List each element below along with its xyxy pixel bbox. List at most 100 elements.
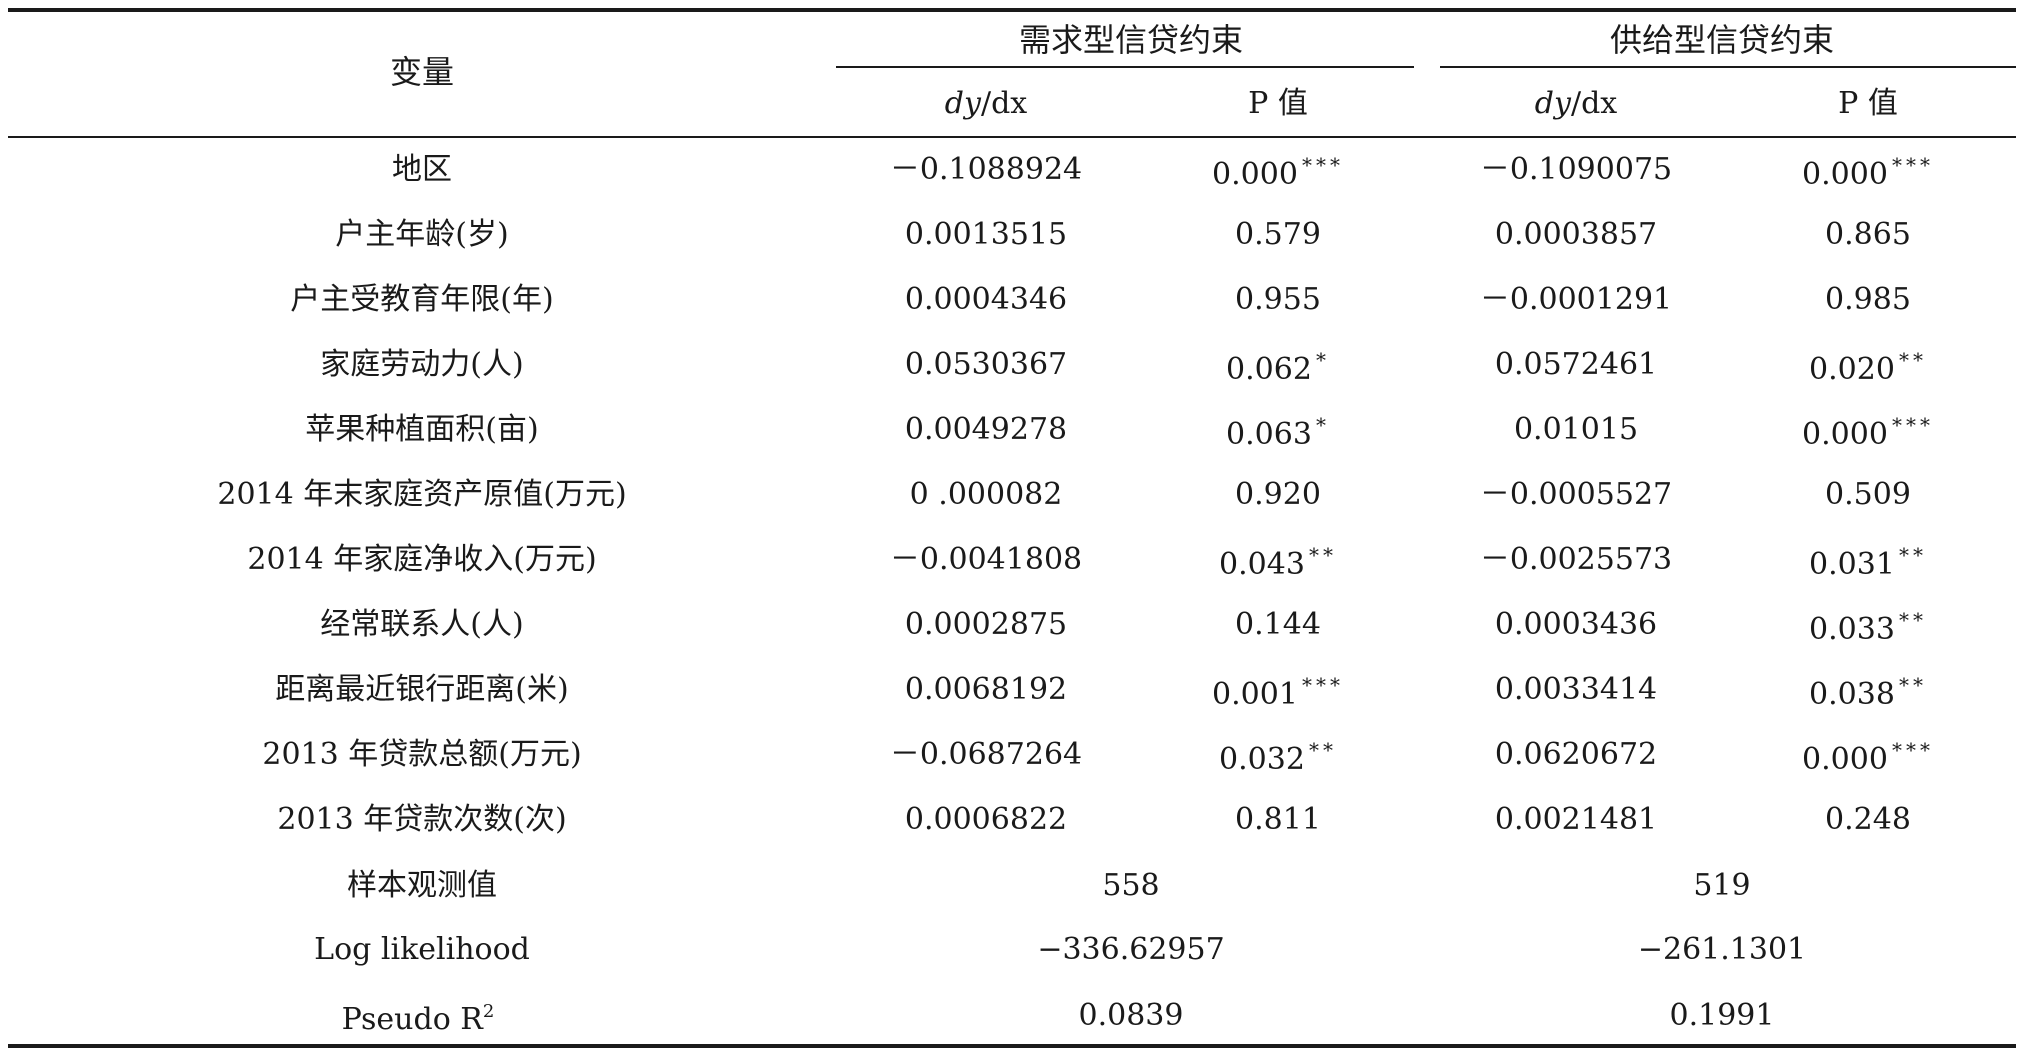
demand-p-value-text: 0.144 <box>1235 607 1321 642</box>
summary-supply-value: 0.1991 <box>1669 998 1775 1033</box>
summary-demand-value: 558 <box>1102 868 1160 903</box>
demand-dydx-value-text: 0.0006822 <box>904 802 1068 837</box>
supply-dydx-value-text: －0.1090075 <box>1479 152 1673 187</box>
row-label: 2013 年贷款次数(次) <box>277 802 566 838</box>
supply-p-value-text: 0.031 <box>1809 547 1895 582</box>
supply-dydx-value: 0.0003436 <box>1495 607 1657 643</box>
supply-dydx-value-text: 0.01015 <box>1513 412 1639 447</box>
table-bottom-rule <box>8 1044 2016 1048</box>
supply-dydx-value-text: 0.0033414 <box>1494 672 1658 707</box>
row-label: 2014 年末家庭资产原值(万元) <box>217 477 626 513</box>
supply-p-value-text: 0.985 <box>1825 282 1911 317</box>
demand-p-value: 0.920 <box>1235 477 1321 513</box>
demand-dydx-value: 0.0013515 <box>905 217 1067 253</box>
supply-dydx-value-text: 0.0021481 <box>1494 802 1658 837</box>
supply-p-value-text: 0.020 <box>1809 352 1895 387</box>
demand-dydx-value: －0.0687264 <box>890 737 1082 773</box>
demand-p-value-text: 0.001 <box>1212 677 1298 712</box>
row-label: 地区 <box>392 152 452 188</box>
demand-p-value: 0.955 <box>1235 282 1321 318</box>
header-supply-dydx: dy/dx <box>1535 86 1617 122</box>
row-label-text: 地区 <box>392 152 452 187</box>
supply-group-rule <box>1440 66 2016 68</box>
supply-p-value: 0.985 <box>1825 282 1911 318</box>
demand-p-value: 0.811 <box>1235 802 1321 838</box>
demand-p-value-text: 0.032 <box>1219 742 1305 777</box>
significance-stars: ** <box>1898 673 1927 697</box>
supply-p-value: 0.031 ** <box>1809 537 1927 583</box>
header-supply-constraint: 供给型信贷约束 <box>1609 21 1835 59</box>
supply-p-value: 0.033 ** <box>1809 602 1927 648</box>
demand-p-value: 0.043 ** <box>1219 537 1337 583</box>
dydx-denominator: /dx <box>1570 86 1618 121</box>
supply-p-value-text: 0.038 <box>1809 677 1895 712</box>
header-variable: 变量 <box>389 53 455 91</box>
supply-p-value-text: 0.000 <box>1802 742 1888 777</box>
supply-dydx-value-text: 0.0620672 <box>1494 737 1658 772</box>
supply-p-value-text: 0.000 <box>1802 417 1888 452</box>
supply-dydx-value: 0.0021481 <box>1495 802 1657 838</box>
row-label: 距离最近银行距离(米) <box>275 672 568 708</box>
demand-p-value-text: 0.955 <box>1235 282 1321 317</box>
significance-stars: * <box>1315 413 1330 437</box>
demand-p-value-text: 0.000 <box>1212 157 1298 192</box>
demand-p-value-text: 0.043 <box>1219 547 1305 582</box>
supply-dydx-value-text: 0.0003436 <box>1494 607 1658 642</box>
row-label-text: 2013 年贷款次数(次) <box>277 802 567 837</box>
row-label-text: 户主受教育年限(年) <box>290 282 554 317</box>
row-label: 经常联系人(人) <box>320 607 523 643</box>
demand-p-value: 0.001 *** <box>1212 667 1344 713</box>
supply-dydx-value: 0.0620672 <box>1495 737 1657 773</box>
header-demand-p-value: P 值 <box>1248 86 1308 121</box>
dydx-denominator: /dx <box>980 86 1028 121</box>
demand-dydx-value-text: 0.0068192 <box>904 672 1068 707</box>
header-demand-constraint: 需求型信贷约束 <box>1018 21 1244 59</box>
demand-dydx-value-text: －0.0687264 <box>889 737 1083 772</box>
pseudo-label-text: Pseudo R <box>341 1002 483 1037</box>
supply-p-value: 0.000 *** <box>1802 407 1934 453</box>
demand-dydx-value: 0.0006822 <box>905 802 1067 838</box>
supply-dydx-value: －0.0001291 <box>1480 282 1672 318</box>
demand-dydx-value-text: 0.0013515 <box>904 217 1068 252</box>
demand-p-value: 0.144 <box>1235 607 1321 643</box>
demand-dydx-value: －0.0041808 <box>890 542 1082 578</box>
dydx-numerator: dy <box>944 86 981 121</box>
summary-demand-value: −336.62957 <box>1037 932 1225 967</box>
supply-dydx-value-text: 0.0572461 <box>1494 347 1658 382</box>
supply-p-value: 0.038 ** <box>1809 667 1927 713</box>
demand-dydx-value-text: 0 .000082 <box>909 477 1063 512</box>
row-label: 户主年龄(岁) <box>335 217 508 253</box>
supply-dydx-value: 0.0572461 <box>1495 347 1657 383</box>
significance-stars: ** <box>1898 543 1927 567</box>
supply-dydx-value-text: －0.0025573 <box>1479 542 1673 577</box>
row-label-text: 2014 年末家庭资产原值(万元) <box>217 477 627 512</box>
significance-stars: *** <box>1891 413 1934 437</box>
demand-p-value: 0.063 * <box>1226 407 1330 453</box>
significance-stars: ** <box>1898 348 1927 372</box>
row-label-text: 家庭劳动力(人) <box>320 347 524 382</box>
dydx-numerator: dy <box>1534 86 1571 121</box>
supply-p-value-text: 0.865 <box>1825 217 1911 252</box>
significance-stars: *** <box>1301 673 1344 697</box>
demand-p-value-text: 0.811 <box>1235 802 1321 837</box>
supply-dydx-value: 0.0003857 <box>1495 217 1657 253</box>
demand-p-value: 0.062 * <box>1226 342 1330 388</box>
demand-dydx-value: 0.0068192 <box>905 672 1067 708</box>
supply-dydx-value-text: －0.0001291 <box>1479 282 1673 317</box>
demand-dydx-value: 0.0049278 <box>905 412 1067 448</box>
supply-p-value-text: 0.000 <box>1802 157 1888 192</box>
demand-dydx-value-text: 0.0002875 <box>904 607 1068 642</box>
significance-stars: *** <box>1891 153 1934 177</box>
supply-p-value: 0.865 <box>1825 217 1911 253</box>
supply-p-value: 0.248 <box>1825 802 1911 838</box>
row-label: 2014 年家庭净收入(万元) <box>247 542 596 578</box>
supply-dydx-value-text: －0.0005527 <box>1479 477 1673 512</box>
demand-p-value-text: 0.062 <box>1226 352 1312 387</box>
demand-dydx-value: －0.1088924 <box>890 152 1082 188</box>
summary-label: Log likelihood <box>314 932 530 967</box>
row-label: 苹果种植面积(亩) <box>305 412 538 448</box>
demand-group-rule <box>836 66 1414 68</box>
row-label-text: 2014 年家庭净收入(万元) <box>247 542 597 577</box>
demand-dydx-value: 0 .000082 <box>910 477 1063 513</box>
supply-p-value: 0.000 *** <box>1802 147 1934 193</box>
